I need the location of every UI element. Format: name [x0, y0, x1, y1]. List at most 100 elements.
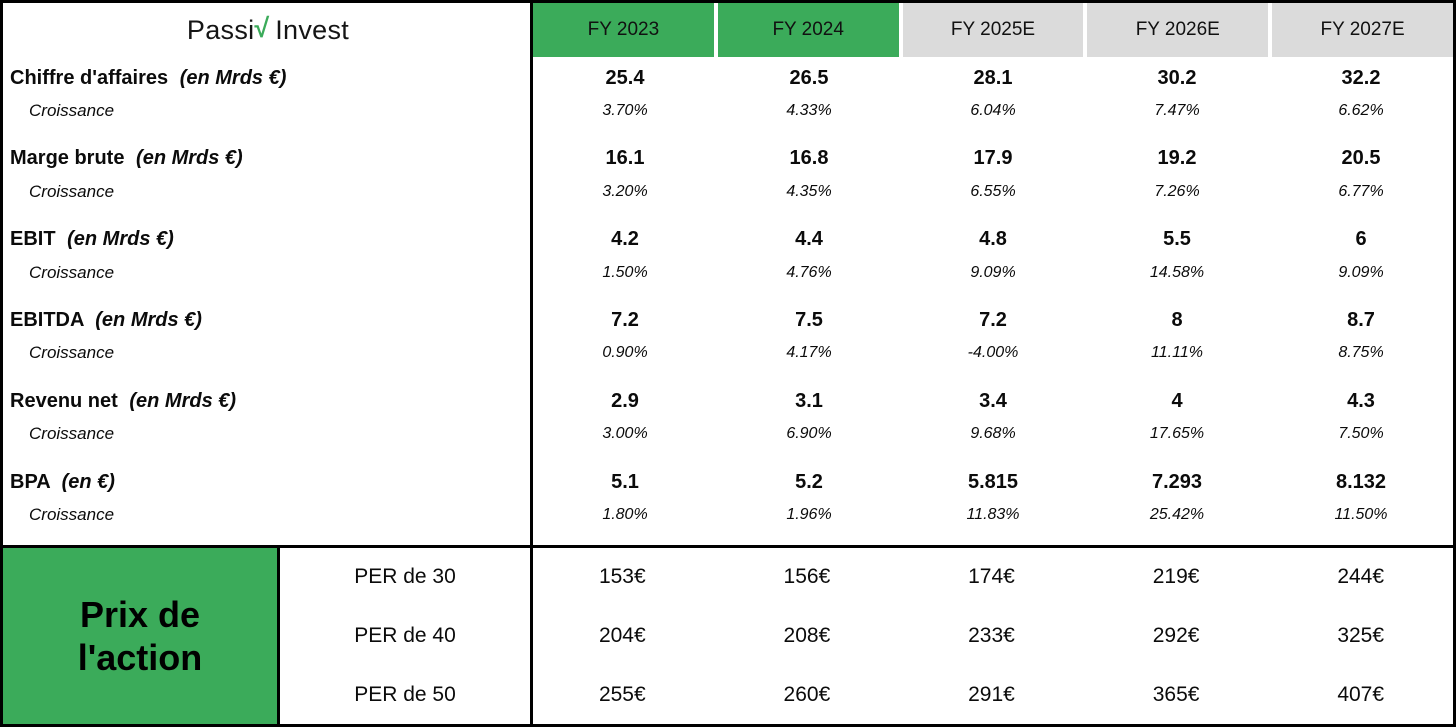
growth-value: 11.83% [966, 506, 1020, 524]
growth-value: 1.96% [786, 506, 832, 524]
metric-value: 16.8 [789, 147, 829, 170]
metric-value: 28.1 [973, 66, 1013, 89]
growth-value: 3.20% [602, 182, 648, 200]
metric-group-chiffre-affaires: Chiffre d'affaires (en Mrds €) 25.4 26.5… [3, 60, 1453, 141]
growth-value: 9.68% [970, 425, 1016, 443]
share-price-title-line1: Prix de [79, 593, 201, 635]
per-40-value: 233€ [968, 623, 1015, 647]
metric-name: EBIT [10, 228, 56, 251]
per-40-label: PER de 40 [354, 623, 456, 647]
share-price-section: Prix de l'action PER de 30 153€ 156€ 174… [3, 545, 1453, 724]
growth-value: 4.35% [786, 182, 832, 200]
metric-name: Revenu net [10, 389, 118, 412]
growth-value: 1.80% [602, 506, 648, 524]
metric-value-row: EBITDA (en Mrds €) 7.2 7.5 7.2 8 8.7 [3, 302, 1453, 338]
metric-name: BPA [10, 470, 50, 493]
metric-value: 26.5 [789, 66, 829, 89]
metric-value: 6 [1355, 228, 1367, 251]
metric-value-row: Marge brute (en Mrds €) 16.1 16.8 17.9 1… [3, 141, 1453, 177]
per-40-value: 208€ [783, 623, 831, 647]
growth-value: 17.65% [1149, 425, 1205, 443]
label-column-divider [530, 3, 533, 724]
metric-value-row: Chiffre d'affaires (en Mrds €) 25.4 26.5… [3, 60, 1453, 96]
per-50-value: 255€ [598, 682, 646, 706]
metric-value: 7.293 [1151, 470, 1203, 493]
growth-label: Croissance [29, 505, 115, 525]
per-30-value: 174€ [968, 565, 1015, 589]
per-50-value: 365€ [1152, 682, 1200, 706]
metric-unit: (en Mrds €) [129, 389, 237, 412]
metric-value: 8 [1171, 308, 1183, 331]
metric-value: 8.132 [1335, 470, 1387, 493]
per-30-value: 156€ [783, 565, 831, 589]
logo-text-prefix: Passi [186, 14, 255, 45]
per-30-value: 244€ [1337, 565, 1385, 589]
metric-label: EBIT (en Mrds €) [3, 228, 533, 251]
metric-value: 4 [1171, 389, 1183, 412]
growth-label: Croissance [29, 424, 115, 444]
per-50-value: 291€ [968, 682, 1015, 706]
metric-label: Revenu net (en Mrds €) [3, 390, 533, 413]
growth-value: 7.26% [1154, 182, 1200, 200]
column-header-fy2023: FY 2023 [533, 3, 714, 57]
metric-value: 3.1 [795, 389, 823, 412]
brand-logo: Passi √ Invest [3, 3, 533, 57]
growth-value: 9.09% [970, 263, 1016, 281]
metric-value: 2.9 [611, 389, 639, 412]
metric-value: 7.2 [611, 308, 639, 331]
growth-row: Croissance 3.70% 4.33% 6.04% 7.47% 6.62% [3, 96, 1453, 126]
per-40-value: 292€ [1152, 623, 1200, 647]
growth-row: Croissance 3.00% 6.90% 9.68% 17.65% 7.50… [3, 419, 1453, 449]
column-header-fy2027e: FY 2027E [1272, 3, 1453, 57]
metric-label: EBITDA (en Mrds €) [3, 309, 533, 332]
metric-value: 19.2 [1157, 147, 1197, 170]
growth-row: Croissance 0.90% 4.17% -4.00% 11.11% 8.7… [3, 338, 1453, 368]
metric-unit: (en Mrds €) [95, 308, 202, 331]
metric-value: 4.3 [1347, 389, 1375, 412]
metric-value: 4.2 [611, 228, 639, 251]
metric-value: 20.5 [1341, 147, 1381, 170]
per-50-value: 260€ [783, 682, 831, 706]
metric-value-row: Revenu net (en Mrds €) 2.9 3.1 3.4 4 4.3 [3, 383, 1453, 419]
per-30-value: 153€ [598, 565, 646, 589]
per-40-value: 204€ [598, 623, 646, 647]
metric-group-marge-brute: Marge brute (en Mrds €) 16.1 16.8 17.9 1… [3, 141, 1453, 222]
growth-value: 4.76% [786, 263, 832, 281]
growth-label: Croissance [29, 101, 115, 120]
share-price-title: Prix de l'action [3, 548, 280, 724]
metric-name: Chiffre d'affaires [10, 66, 169, 89]
share-price-title-line2: l'action [77, 637, 203, 678]
metric-value: 5.5 [1163, 228, 1191, 251]
growth-value: 4.33% [786, 102, 832, 119]
header-row: Passi √ Invest FY 2023 FY 2024 FY 2025E … [3, 3, 1453, 57]
growth-value: 6.77% [1338, 182, 1384, 200]
metric-group-revenu-net: Revenu net (en Mrds €) 2.9 3.1 3.4 4 4.3… [3, 383, 1453, 464]
metric-value: 3.4 [979, 389, 1007, 412]
metric-label: Chiffre d'affaires (en Mrds €) [3, 67, 533, 90]
metrics-body: Chiffre d'affaires (en Mrds €) 25.4 26.5… [3, 57, 1453, 545]
growth-value: 25.42% [1149, 506, 1205, 524]
metric-group-ebitda: EBITDA (en Mrds €) 7.2 7.5 7.2 8 8.7 Cro… [3, 302, 1453, 383]
per-30-label: PER de 30 [354, 565, 456, 589]
metric-value: 5.2 [795, 470, 823, 493]
metric-value-row: BPA (en €) 5.1 5.2 5.815 7.293 8.132 [3, 464, 1453, 500]
metric-value: 7.5 [795, 308, 823, 331]
growth-value: 6.04% [970, 102, 1016, 119]
growth-value: 6.62% [1338, 102, 1384, 119]
metric-unit: (en €) [61, 470, 115, 493]
growth-value: 6.90% [786, 425, 832, 443]
per-30-value: 219€ [1152, 565, 1200, 589]
metric-value: 17.9 [973, 147, 1013, 170]
metric-value-row: EBIT (en Mrds €) 4.2 4.4 4.8 5.5 6 [3, 222, 1453, 258]
column-header-fy2024: FY 2024 [717, 3, 899, 57]
metric-label: BPA (en €) [3, 471, 533, 494]
metric-label: Marge brute (en Mrds €) [3, 147, 533, 170]
growth-label: Croissance [29, 181, 115, 201]
metric-group-ebit: EBIT (en Mrds €) 4.2 4.4 4.8 5.5 6 Crois… [3, 222, 1453, 303]
growth-value: 3.70% [602, 102, 648, 119]
growth-value: 3.00% [602, 425, 648, 443]
metric-value: 4.8 [979, 228, 1007, 251]
metric-value: 7.2 [979, 308, 1007, 331]
metric-value: 16.1 [605, 147, 645, 170]
